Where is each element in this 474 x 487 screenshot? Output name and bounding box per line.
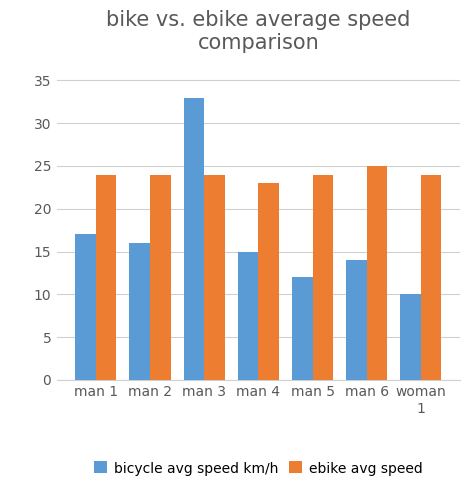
Legend: bicycle avg speed km/h, ebike avg speed: bicycle avg speed km/h, ebike avg speed [89,456,428,482]
Bar [292,277,312,380]
Bar [75,234,96,380]
Bar [421,174,441,380]
Bar [96,174,117,380]
Bar [238,251,258,380]
Bar [204,174,225,380]
Bar [400,294,421,380]
Bar [367,166,387,380]
Bar [150,174,171,380]
Bar [258,183,279,380]
Bar [346,260,367,380]
Bar [129,243,150,380]
Title: bike vs. ebike average speed
comparison: bike vs. ebike average speed comparison [106,10,410,54]
Bar [312,174,333,380]
Bar [183,97,204,380]
